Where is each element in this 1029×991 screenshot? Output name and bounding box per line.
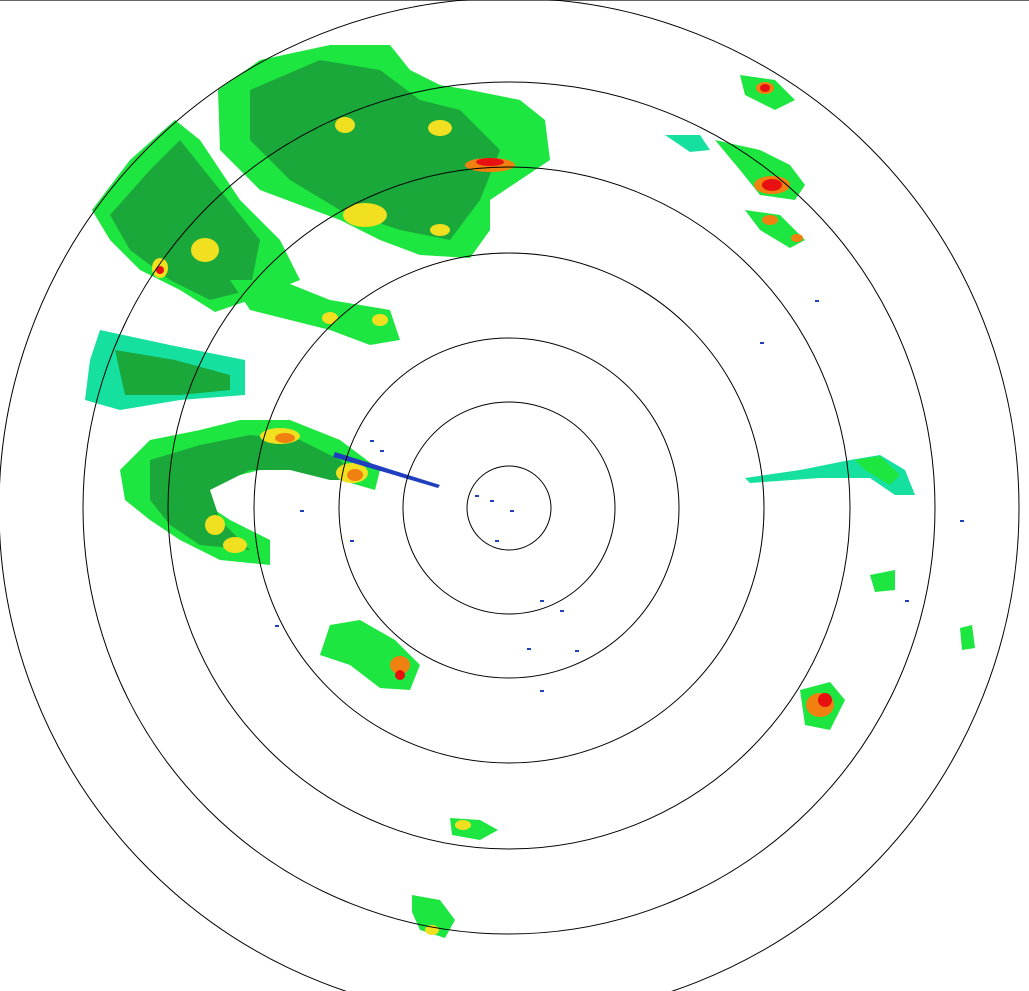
weak-echo (960, 520, 964, 522)
echo-cell-sw (320, 620, 420, 690)
heavy-rain-core (455, 820, 471, 830)
echo-cell-se (870, 570, 895, 592)
heavy-rain-core (372, 314, 388, 326)
weak-echo (560, 610, 564, 612)
clutter-streak (333, 452, 440, 488)
weak-echo (575, 650, 579, 652)
very-heavy-rain-core (791, 234, 803, 242)
weak-echo (275, 625, 279, 627)
weak-echo (370, 440, 374, 442)
echo-cell-south (412, 895, 455, 938)
echo-line-east-core (855, 456, 900, 485)
weak-echo (527, 648, 531, 650)
intense-rain-core (760, 84, 770, 92)
very-heavy-rain-core (390, 656, 410, 674)
heavy-rain-core (335, 117, 355, 133)
range-ring (82, 81, 936, 935)
weak-echo (540, 690, 544, 692)
precipitation-echoes (85, 45, 975, 938)
heavy-rain-core (223, 537, 247, 553)
intense-rain-core (395, 670, 405, 680)
weak-echo (815, 300, 819, 302)
heavy-rain-core (428, 120, 452, 136)
echo-cell-se (960, 625, 975, 650)
weak-echo (490, 500, 494, 502)
heavy-rain-core (191, 238, 219, 262)
echo-cell-ne (665, 135, 710, 152)
heavy-rain-core (205, 515, 225, 535)
weak-echo (380, 450, 384, 452)
intense-rain-core (476, 158, 504, 166)
range-ring (402, 401, 616, 615)
very-heavy-rain-core (762, 215, 778, 225)
intense-rain-core (818, 693, 832, 707)
echo-band-west-core (110, 140, 260, 300)
weak-echo (510, 510, 514, 512)
echo-cell-south (450, 818, 498, 840)
echo-band-north-core (250, 60, 500, 240)
range-ring (338, 337, 680, 679)
weak-echo (350, 540, 354, 542)
heavy-rain-core (322, 312, 338, 324)
range-ring (167, 166, 851, 850)
heavy-rain-core (430, 224, 450, 236)
range-ring (466, 465, 552, 551)
echo-cluster-west-core (150, 435, 360, 550)
weak-echo (540, 600, 544, 602)
echo-line-nw (230, 280, 400, 345)
frame-top-border (0, 0, 1029, 1)
weak-echo (475, 495, 479, 497)
weak-echo (495, 540, 499, 542)
intense-rain-core (156, 266, 164, 274)
very-heavy-rain-core (347, 469, 363, 481)
intense-rain-core (762, 179, 782, 191)
weak-echo (300, 510, 304, 512)
very-heavy-rain-core (275, 433, 295, 443)
echo-streaks-west-core (115, 350, 230, 395)
weak-echo (760, 342, 764, 344)
echo-cell-ne (745, 210, 805, 248)
heavy-rain-core (343, 203, 387, 227)
weak-echo (905, 600, 909, 602)
range-ring (253, 252, 765, 764)
